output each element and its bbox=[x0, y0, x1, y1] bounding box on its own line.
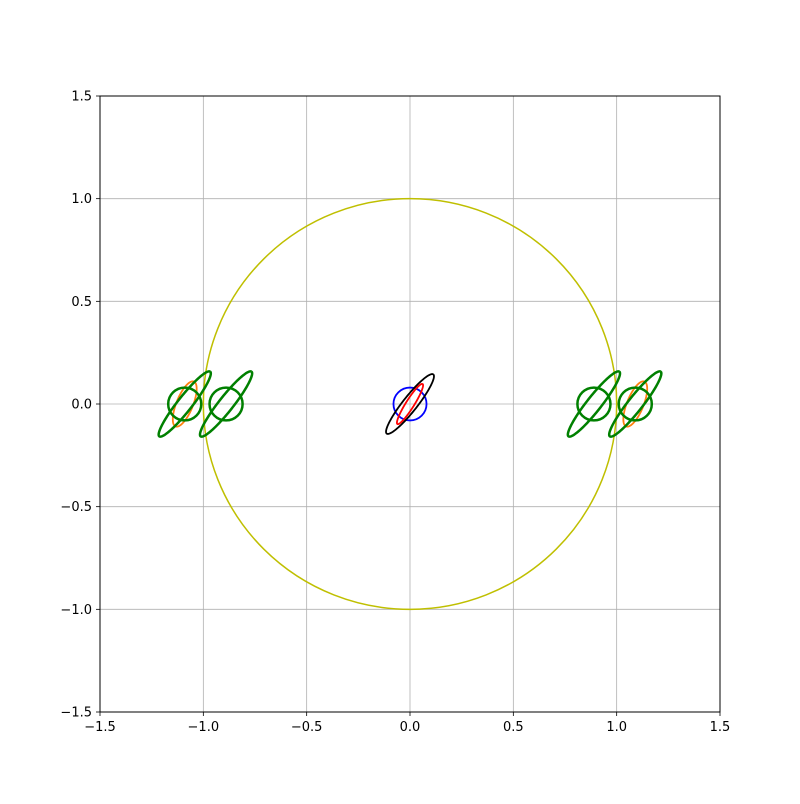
blue-circle bbox=[392, 386, 428, 422]
y-tick-label: −1.0 bbox=[60, 603, 92, 618]
ticks: −1.5 −1.0 −0.5 0.0 0.5 1.0 1.5 −1.5 −1.0 −0.5 0.0 0… bbox=[60, 90, 730, 736]
x-tick-label: −1.0 bbox=[188, 720, 220, 735]
x-tick-label: 0.0 bbox=[400, 720, 421, 735]
x-tick-label: −0.5 bbox=[291, 720, 323, 735]
green-circle bbox=[208, 386, 244, 422]
green-ellipse bbox=[607, 370, 663, 438]
x-tick-label: 1.0 bbox=[606, 720, 627, 735]
x-tick-label: −1.5 bbox=[84, 720, 116, 735]
red-ellipse bbox=[396, 382, 424, 426]
green-circle bbox=[166, 386, 203, 422]
green-circle bbox=[617, 386, 654, 422]
green-ellipse bbox=[566, 370, 622, 438]
y-tick-label: 0.5 bbox=[71, 295, 92, 310]
black-ellipse bbox=[385, 373, 435, 435]
green-circle bbox=[576, 386, 612, 422]
y-tick-label: 1.5 bbox=[71, 90, 92, 105]
unit-circle bbox=[202, 197, 618, 611]
y-tick-label: 1.0 bbox=[71, 192, 92, 207]
green-ellipse bbox=[157, 370, 213, 438]
y-tick-label: −0.5 bbox=[60, 500, 92, 515]
green-ellipse bbox=[198, 370, 254, 438]
x-tick-label: 1.5 bbox=[710, 720, 731, 735]
plot-area bbox=[157, 197, 663, 611]
y-tick-label: 0.0 bbox=[71, 398, 92, 413]
x-tick-label: 0.5 bbox=[503, 720, 524, 735]
y-tick-label: −1.5 bbox=[60, 706, 92, 721]
